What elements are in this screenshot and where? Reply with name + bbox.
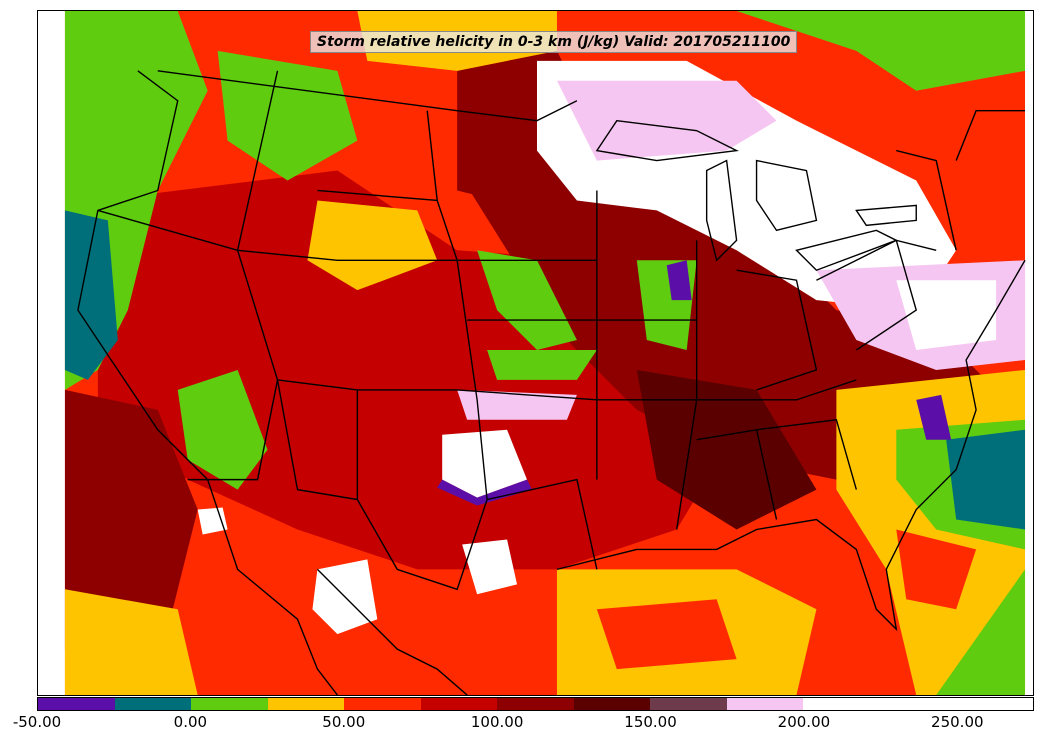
field-region xyxy=(556,80,777,161)
field-region xyxy=(437,479,533,506)
colorbar-tick-label: 200.00 xyxy=(777,713,831,731)
lake-erie xyxy=(795,229,899,272)
field-region xyxy=(896,529,977,610)
great-lakes xyxy=(595,119,917,272)
field-region xyxy=(307,200,438,291)
northern-border xyxy=(157,70,578,122)
field-region xyxy=(64,210,118,380)
map-title: Storm relative helicity in 0-3 km (J/kg)… xyxy=(310,31,798,53)
lake-ontario xyxy=(855,204,917,227)
colorbar-segment xyxy=(191,698,268,710)
helicity-map xyxy=(64,11,1026,695)
mexico-coastline xyxy=(316,568,468,695)
colorbar-tick-label: 0.00 xyxy=(173,713,208,731)
colorbar-segment xyxy=(803,698,880,710)
state-border xyxy=(756,419,858,490)
state-border xyxy=(276,379,488,591)
state-border xyxy=(236,70,279,251)
state-border xyxy=(596,379,857,401)
colorbar-segment xyxy=(344,698,421,710)
field-region xyxy=(736,11,1026,91)
field-region xyxy=(457,389,577,420)
colorbar-segment xyxy=(879,698,957,710)
colorbar-ticks: -50.00 0.00 50.00 100.00 150.00 200.00 250.00 xyxy=(0,713,1044,737)
state-border xyxy=(955,110,1026,161)
field-region xyxy=(936,569,1026,695)
field-region xyxy=(177,369,268,490)
field-region xyxy=(896,280,997,351)
colorbar-segment xyxy=(267,698,345,710)
colorbar-segment xyxy=(956,698,1033,710)
state-border xyxy=(426,110,438,201)
colorbar-segment xyxy=(573,698,651,710)
colorbar-tick-label: -50.00 xyxy=(12,713,62,731)
colorbar-tick-label: 100.00 xyxy=(470,713,524,731)
state-border xyxy=(855,240,918,351)
field-region xyxy=(197,507,228,535)
colorbar-segment xyxy=(114,698,192,710)
colorbar-tick-label: 150.00 xyxy=(624,713,677,731)
state-border xyxy=(676,240,698,530)
lake-huron xyxy=(755,159,818,232)
colorbar xyxy=(37,697,1034,711)
west-coastline xyxy=(77,70,338,695)
colorbar-tick-label: 250.00 xyxy=(931,713,984,731)
colorbar-segment xyxy=(650,698,727,710)
colorbar-segment xyxy=(497,698,574,710)
field-region xyxy=(916,394,952,440)
colorbar-segment xyxy=(38,698,115,710)
map-panel: Storm relative helicity in 0-3 km (J/kg)… xyxy=(37,10,1034,696)
field-region xyxy=(487,350,597,380)
field-region xyxy=(596,599,737,670)
field-region xyxy=(477,250,577,351)
field-region xyxy=(946,429,1026,530)
lake-michigan xyxy=(705,159,738,262)
field-region xyxy=(64,589,198,695)
boundary-lines xyxy=(77,70,1026,695)
colorbar-segment xyxy=(420,698,498,710)
field-region xyxy=(462,539,518,595)
state-border xyxy=(896,149,957,251)
lake-superior xyxy=(595,119,739,162)
state-border xyxy=(187,379,279,481)
field-region xyxy=(442,429,528,498)
colorbar-segment xyxy=(726,698,804,710)
field-region xyxy=(666,260,692,301)
gulf-east-coastline xyxy=(556,259,1026,632)
field-region xyxy=(636,369,817,530)
colorbar-tick-label: 50.00 xyxy=(322,713,366,731)
state-border xyxy=(736,269,818,391)
state-border xyxy=(97,209,597,261)
